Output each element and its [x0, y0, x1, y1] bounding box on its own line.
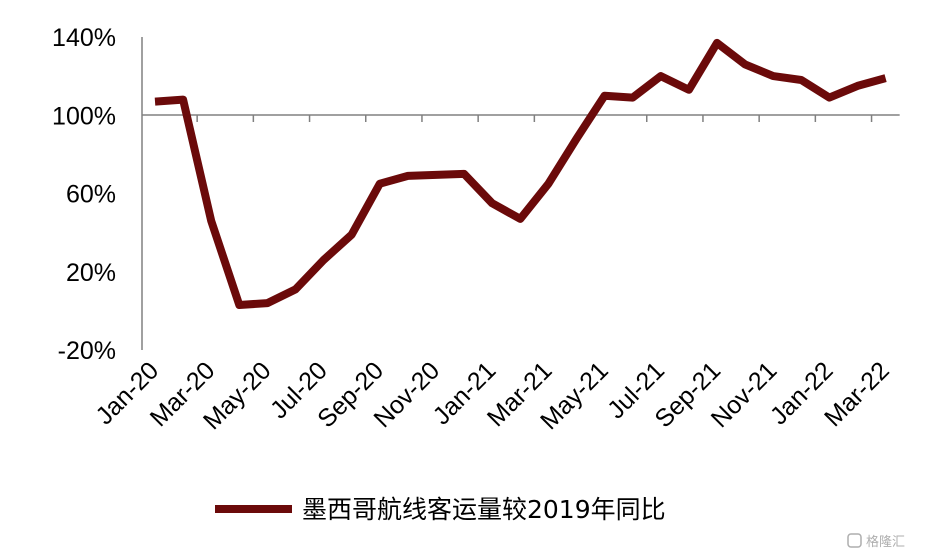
watermark-logo-icon [847, 533, 862, 548]
legend-label: 墨西哥航线客运量较2019年同比 [302, 495, 666, 524]
y-tick-label: 140% [52, 24, 116, 52]
axes [141, 37, 900, 350]
y-tick-label: 20% [66, 259, 116, 287]
y-tick-label: 60% [66, 181, 116, 209]
y-tick-label: -20% [58, 337, 116, 365]
y-axis-ticks: -20% 20% 60% 100% 140% [52, 24, 116, 365]
x-tick-label: Mar-22 [819, 356, 895, 432]
watermark-text: 格隆汇 [866, 534, 905, 550]
series-line [154, 38, 887, 309]
watermark: 格隆汇 [847, 533, 905, 550]
y-tick-label: 100% [52, 102, 116, 130]
legend: 墨西哥航线客运量较2019年同比 [215, 495, 666, 524]
series-group [154, 38, 887, 309]
x-axis-ticks: Jan-20Mar-20May-20Jul-20Sep-20Nov-20Jan-… [90, 356, 894, 435]
